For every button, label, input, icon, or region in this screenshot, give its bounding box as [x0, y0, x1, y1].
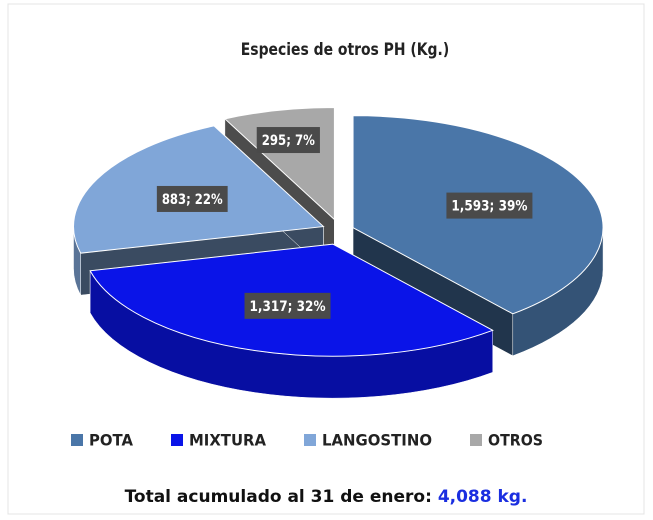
data-label-box [244, 292, 331, 319]
legend-label: POTA [89, 431, 134, 450]
footer: Total acumulado al 31 de enero: 4,088 kg… [125, 487, 528, 507]
data-label: 295; 7% [262, 133, 315, 149]
legend-swatch [171, 434, 183, 446]
legend-label: LANGOSTINO [322, 431, 432, 450]
data-label-box [156, 185, 228, 212]
data-label: 1,593; 39% [451, 199, 527, 215]
data-label-box [446, 192, 533, 219]
chart-title: Especies de otros PH (Kg.) [241, 40, 449, 60]
legend-swatch [304, 434, 316, 446]
footer-text: Total acumulado al 31 de enero: [125, 487, 432, 507]
legend-label: MIXTURA [189, 431, 267, 450]
legend-label: OTROS [488, 431, 543, 450]
data-label: 883; 22% [162, 192, 223, 208]
data-label-box [256, 127, 320, 154]
legend-swatch [71, 434, 83, 446]
data-label: 1,317; 32% [250, 299, 326, 315]
legend-swatch [470, 434, 482, 446]
footer-total: 4,088 kg. [438, 487, 528, 507]
